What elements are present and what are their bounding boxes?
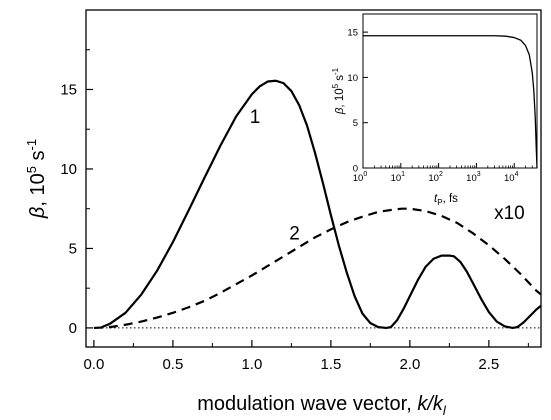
x-tick-label: 2.5 bbox=[478, 356, 499, 373]
curve-annotation: 2 bbox=[289, 224, 300, 245]
inset-x-tick-label: 100 bbox=[353, 171, 368, 184]
y-tick-label: 15 bbox=[60, 81, 77, 98]
inset-x-tick-label: 102 bbox=[428, 171, 443, 184]
x-axis-title: modulation wave vector, k/kl bbox=[197, 393, 447, 418]
y-axis-title: β, 105 s-1 bbox=[24, 139, 49, 219]
x-tick-label: 1.0 bbox=[241, 356, 262, 373]
curve-annotation: x10 bbox=[494, 203, 525, 224]
y-tick-label: 0 bbox=[69, 320, 77, 337]
x-tick-label: 0.5 bbox=[162, 356, 183, 373]
series-1-curve bbox=[101, 79, 541, 330]
series-2-curve bbox=[93, 207, 541, 330]
x-tick-label: 2.0 bbox=[399, 356, 420, 373]
main-chart: 0.0 0.5 1.0 1.5 2.0 2.505101512x10modulation … bbox=[24, 9, 542, 418]
inset-y-axis-title: β, 105 s-1 bbox=[331, 67, 346, 115]
inset-y-tick-label: 10 bbox=[347, 73, 358, 84]
inset-x-tick-label: 103 bbox=[466, 171, 481, 184]
x-tick-label: 1.5 bbox=[320, 356, 341, 373]
inset-y-tick-label: 0 bbox=[353, 164, 358, 175]
curve-annotation: 1 bbox=[250, 107, 261, 128]
inset-curve bbox=[363, 35, 538, 169]
y-tick-label: 5 bbox=[69, 240, 77, 257]
inset-x-tick-label: 104 bbox=[504, 171, 519, 184]
main-curves bbox=[86, 79, 541, 330]
inset-y-tick-label: 5 bbox=[353, 118, 358, 129]
x-tick-label: 0.0 bbox=[83, 356, 104, 373]
inset-x-axis-title: tP, fs bbox=[434, 193, 458, 207]
inset-x-tick-label: 101 bbox=[391, 171, 406, 184]
inset-plot-frame bbox=[362, 13, 538, 169]
inset-y-tick-label: 15 bbox=[347, 28, 358, 39]
inset-chart: 100 101 102 103 104 0 5 10 15 tP, fs β, 105 s-1 bbox=[331, 13, 538, 207]
y-tick-label: 10 bbox=[60, 161, 77, 178]
main-plot-frame bbox=[85, 9, 542, 348]
